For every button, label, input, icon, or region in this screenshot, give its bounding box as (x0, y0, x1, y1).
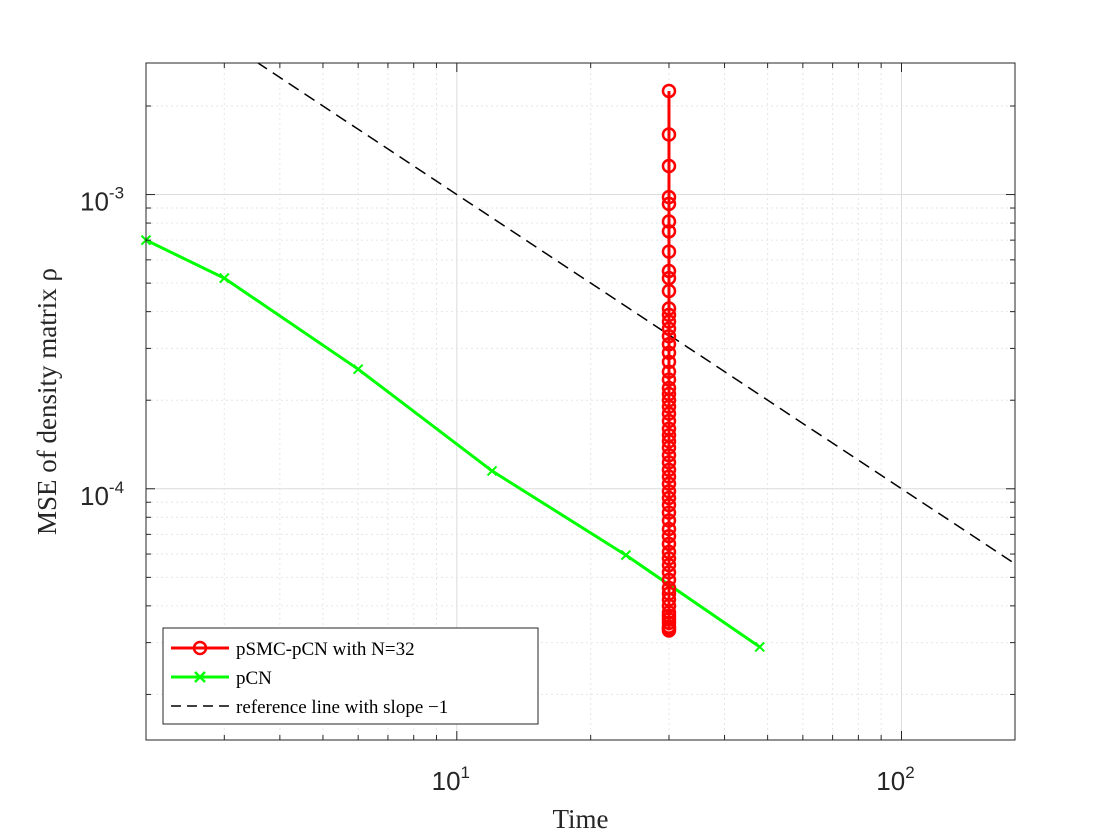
legend: pSMC-pCN with N=32 pCN reference line wi… (162, 627, 539, 725)
data-point-psmc (661, 263, 677, 279)
data-point-psmc (661, 392, 677, 408)
data-point-psmc (661, 484, 677, 499)
data-point-pcn (219, 272, 230, 284)
data-point-psmc (661, 598, 677, 614)
data-point-psmc (661, 505, 677, 520)
series-line-1 (146, 238, 761, 649)
data-point-psmc (661, 314, 677, 329)
data-point-psmc (661, 413, 677, 429)
legend-label-psmc: pSMC-pCN with N=32 (236, 639, 415, 660)
data-point-pcn (754, 641, 765, 653)
data-point-psmc (661, 565, 677, 580)
data-point-psmc (661, 328, 677, 344)
x-tick-label: 102 (876, 763, 914, 796)
legend-entry-pcn: pCN (171, 668, 272, 689)
data-point-psmc (661, 189, 677, 205)
plot-frame (145, 62, 1016, 741)
data-point-psmc (661, 462, 677, 478)
data-point-psmc (661, 490, 677, 506)
data-point-psmc (661, 551, 677, 566)
series-line-2 (256, 63, 1015, 565)
y-tick-label: 10-3 (80, 184, 124, 217)
data-point-psmc (661, 196, 677, 212)
data-point-psmc (661, 158, 677, 174)
data-point-psmc (661, 440, 677, 455)
data-point-psmc (661, 283, 677, 299)
marker-layer (140, 83, 765, 653)
data-point-psmc (661, 513, 677, 528)
plot-area (146, 63, 1015, 740)
legend-entry-psmc: pSMC-pCN with N=32 (171, 639, 415, 660)
y-tick-label: 10-4 (80, 478, 124, 511)
data-point-psmc (661, 455, 677, 470)
data-point-psmc (661, 557, 677, 573)
data-point-psmc (661, 521, 677, 537)
data-point-psmc (661, 406, 677, 421)
data-point-pcn (352, 363, 364, 375)
data-point-psmc (661, 476, 677, 492)
data-point-psmc (661, 448, 677, 463)
series-layer (146, 63, 1015, 649)
data-point-psmc (661, 434, 677, 449)
data-point-psmc (661, 497, 677, 513)
data-point-psmc (661, 336, 677, 352)
data-point-psmc (661, 354, 677, 370)
data-point-psmc (661, 469, 677, 484)
data-point-psmc (661, 536, 677, 552)
data-point-psmc (661, 224, 677, 239)
axis-ticks: 101 102 10-3 10-4 (80, 63, 1015, 796)
data-point-pcn (486, 465, 498, 477)
x-axis-title: Time (552, 804, 608, 834)
legend-marker-psmc (192, 640, 208, 656)
data-point-psmc (661, 83, 677, 99)
data-point-psmc (661, 321, 677, 336)
legend-entry-reference: reference line with slope −1 (171, 697, 448, 718)
data-point-psmc (661, 372, 677, 387)
y-axis-title: MSE of density matrix ρ (32, 268, 62, 535)
data-point-pcn (620, 549, 632, 561)
data-point-psmc (661, 307, 677, 323)
data-point-psmc (661, 127, 677, 142)
data-point-psmc (661, 528, 677, 544)
data-point-psmc (661, 345, 677, 360)
legend-label-reference: reference line with slope −1 (236, 697, 448, 718)
data-point-psmc (661, 364, 677, 379)
data-point-psmc (661, 623, 677, 638)
legend-label-pcn: pCN (236, 668, 272, 689)
data-point-psmc (661, 399, 677, 415)
data-point-psmc (661, 572, 677, 588)
data-point-psmc (661, 244, 677, 259)
grid (145, 63, 1015, 740)
legend-marker-pcn (194, 671, 206, 683)
data-point-psmc (661, 214, 677, 229)
x-tick-label: 101 (432, 763, 470, 796)
